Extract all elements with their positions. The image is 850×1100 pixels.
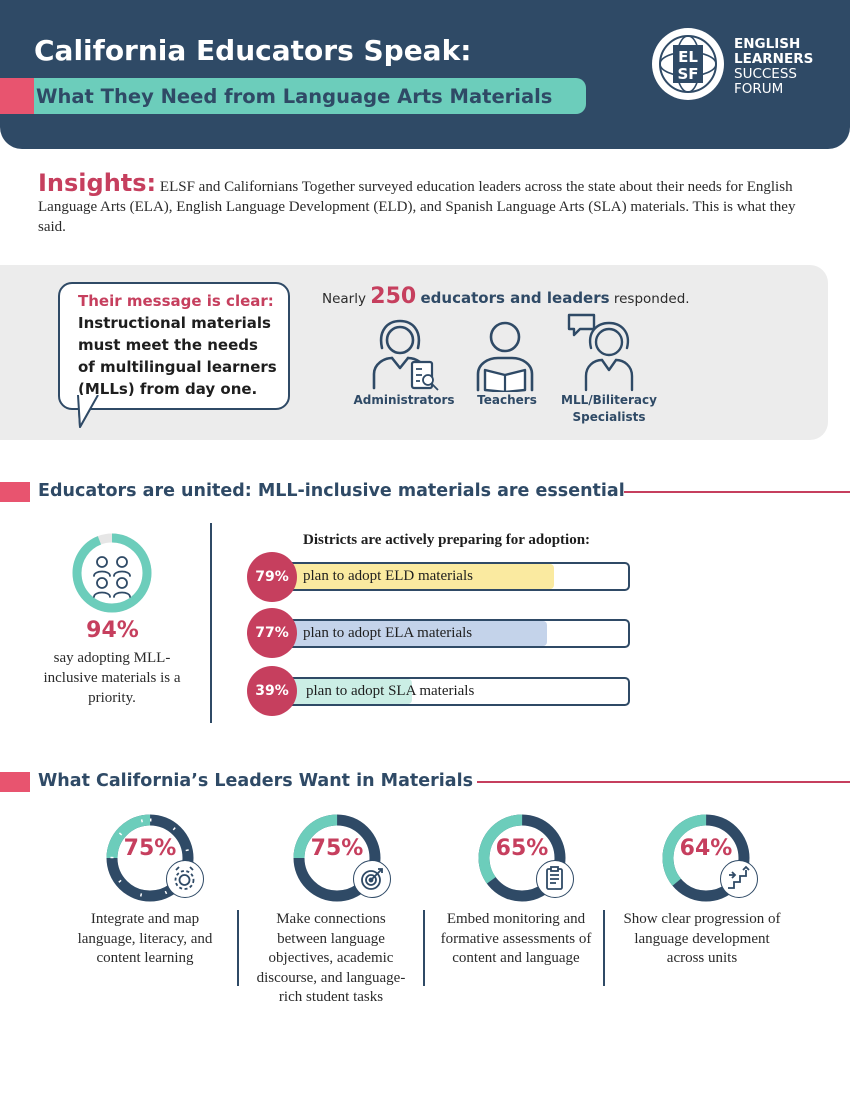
section-accent-tab	[0, 772, 30, 792]
respondents-summary: Nearly 250 educators and leaders respond…	[322, 284, 690, 309]
stat-ring-chart	[478, 814, 566, 902]
role-label-line: Specialists	[572, 410, 646, 424]
insights-paragraph: Insights: ELSF and Californians Together…	[38, 171, 823, 237]
logo-line: LEARNERS	[734, 51, 814, 67]
bar-percentage-badge: 77%	[247, 608, 297, 658]
elsf-logo-icon: EL SF	[652, 28, 724, 100]
adoption-bar-sla: plan to adopt SLA materials	[272, 677, 630, 706]
section-rule	[624, 491, 850, 493]
vertical-divider	[237, 910, 239, 986]
section-rule	[477, 781, 850, 783]
stat-ring-chart	[106, 814, 194, 902]
stat-percentage: 64%	[679, 836, 733, 861]
logo-wordmark: ENGLISH LEARNERS SUCCESS FORUM	[734, 37, 813, 97]
bar-fill	[274, 621, 547, 646]
role-label-specialists: MLL/Biliteracy Specialists	[548, 392, 670, 426]
students-icon	[93, 556, 131, 598]
bar-label: plan to adopt ELA materials	[303, 625, 473, 641]
insights-label: Insights:	[38, 169, 157, 197]
stat-description: Embed monitoring and formative assessmen…	[440, 911, 592, 966]
adoption-bar-eld: plan to adopt ELD materials	[272, 562, 630, 591]
ring-arc	[478, 814, 566, 902]
stat-ring-integrate: 75%	[100, 808, 210, 908]
bar-percentage-badge: 79%	[247, 552, 297, 602]
stat-description: Make connections between language object…	[256, 911, 406, 1005]
stat-ring-progression: 64%	[656, 808, 766, 908]
priority-donut-arc	[72, 533, 152, 613]
administrator-icon	[372, 319, 439, 391]
insights-text: ELSF and Californians Together surveyed …	[38, 179, 796, 235]
districts-heading: Districts are actively preparing for ado…	[303, 532, 591, 548]
priority-percentage: 94%	[86, 618, 139, 643]
message-speech-bubble: Their message is clear: Instructional ma…	[58, 282, 290, 410]
role-label-line: MLL/Biliteracy	[561, 393, 657, 407]
logo-mark-top: EL	[678, 48, 698, 66]
page-title: California Educators Speak:	[34, 34, 472, 67]
bar-label: plan to adopt SLA materials	[306, 683, 475, 699]
section-title-wants: What California’s Leaders Want in Materi…	[38, 771, 473, 791]
role-label-teachers: Teachers	[477, 393, 537, 407]
speech-bubble-tail-overlay	[77, 395, 99, 428]
bar-fill	[274, 679, 413, 704]
bar-fill	[274, 564, 554, 589]
logo-line: SUCCESS	[734, 66, 797, 82]
bar-percentage-badge: 39%	[247, 666, 297, 716]
stat-ring-chart	[662, 814, 750, 902]
stat-ring-monitoring: 65%	[472, 808, 582, 908]
clipboard-icon	[536, 860, 574, 898]
logo-line: FORUM	[734, 81, 784, 97]
vertical-divider	[210, 523, 212, 723]
stat-ring-connections: 75%	[287, 808, 397, 908]
bar-label: plan to adopt ELD materials	[303, 568, 473, 584]
gear-icon	[166, 860, 204, 898]
teacher-icon	[476, 321, 534, 392]
logo-mark-bottom: SF	[677, 65, 698, 83]
vertical-divider	[423, 910, 425, 986]
message-heading: Their message is clear:	[78, 292, 274, 310]
subtitle-accent-tab	[0, 78, 34, 114]
priority-donut	[72, 533, 152, 613]
stat-percentage: 75%	[310, 836, 364, 861]
page-subtitle: What They Need from Language Arts Materi…	[36, 85, 553, 108]
stat-description: Integrate and map language, literacy, an…	[77, 911, 213, 966]
respondents-suffix: responded.	[613, 291, 690, 307]
subtitle-bar	[26, 78, 586, 114]
adoption-bar-ela: plan to adopt ELA materials	[272, 619, 630, 648]
ring-arc	[293, 814, 381, 902]
priority-description: say adopting MLL-inclusive materials is …	[43, 650, 181, 706]
respondents-group: educators and leaders	[420, 289, 610, 307]
vertical-divider	[603, 910, 605, 986]
specialist-icon	[567, 313, 634, 392]
stat-ring-chart	[293, 814, 381, 902]
target-icon	[353, 860, 391, 898]
role-label-administrators: Administrators	[353, 393, 455, 407]
respondents-prefix: Nearly	[322, 291, 366, 307]
stat-percentage: 65%	[495, 836, 549, 861]
message-body: Instructional materials must meet the ne…	[78, 314, 277, 398]
section-accent-tab	[0, 482, 30, 502]
logo-line: ENGLISH	[734, 36, 801, 52]
stat-description: Show clear progression of language devel…	[623, 911, 781, 966]
progression-icon	[720, 860, 758, 898]
respondents-count: 250	[370, 284, 417, 309]
section-title-united: Educators are united: MLL-inclusive mate…	[38, 481, 625, 501]
stat-percentage: 75%	[123, 836, 177, 861]
